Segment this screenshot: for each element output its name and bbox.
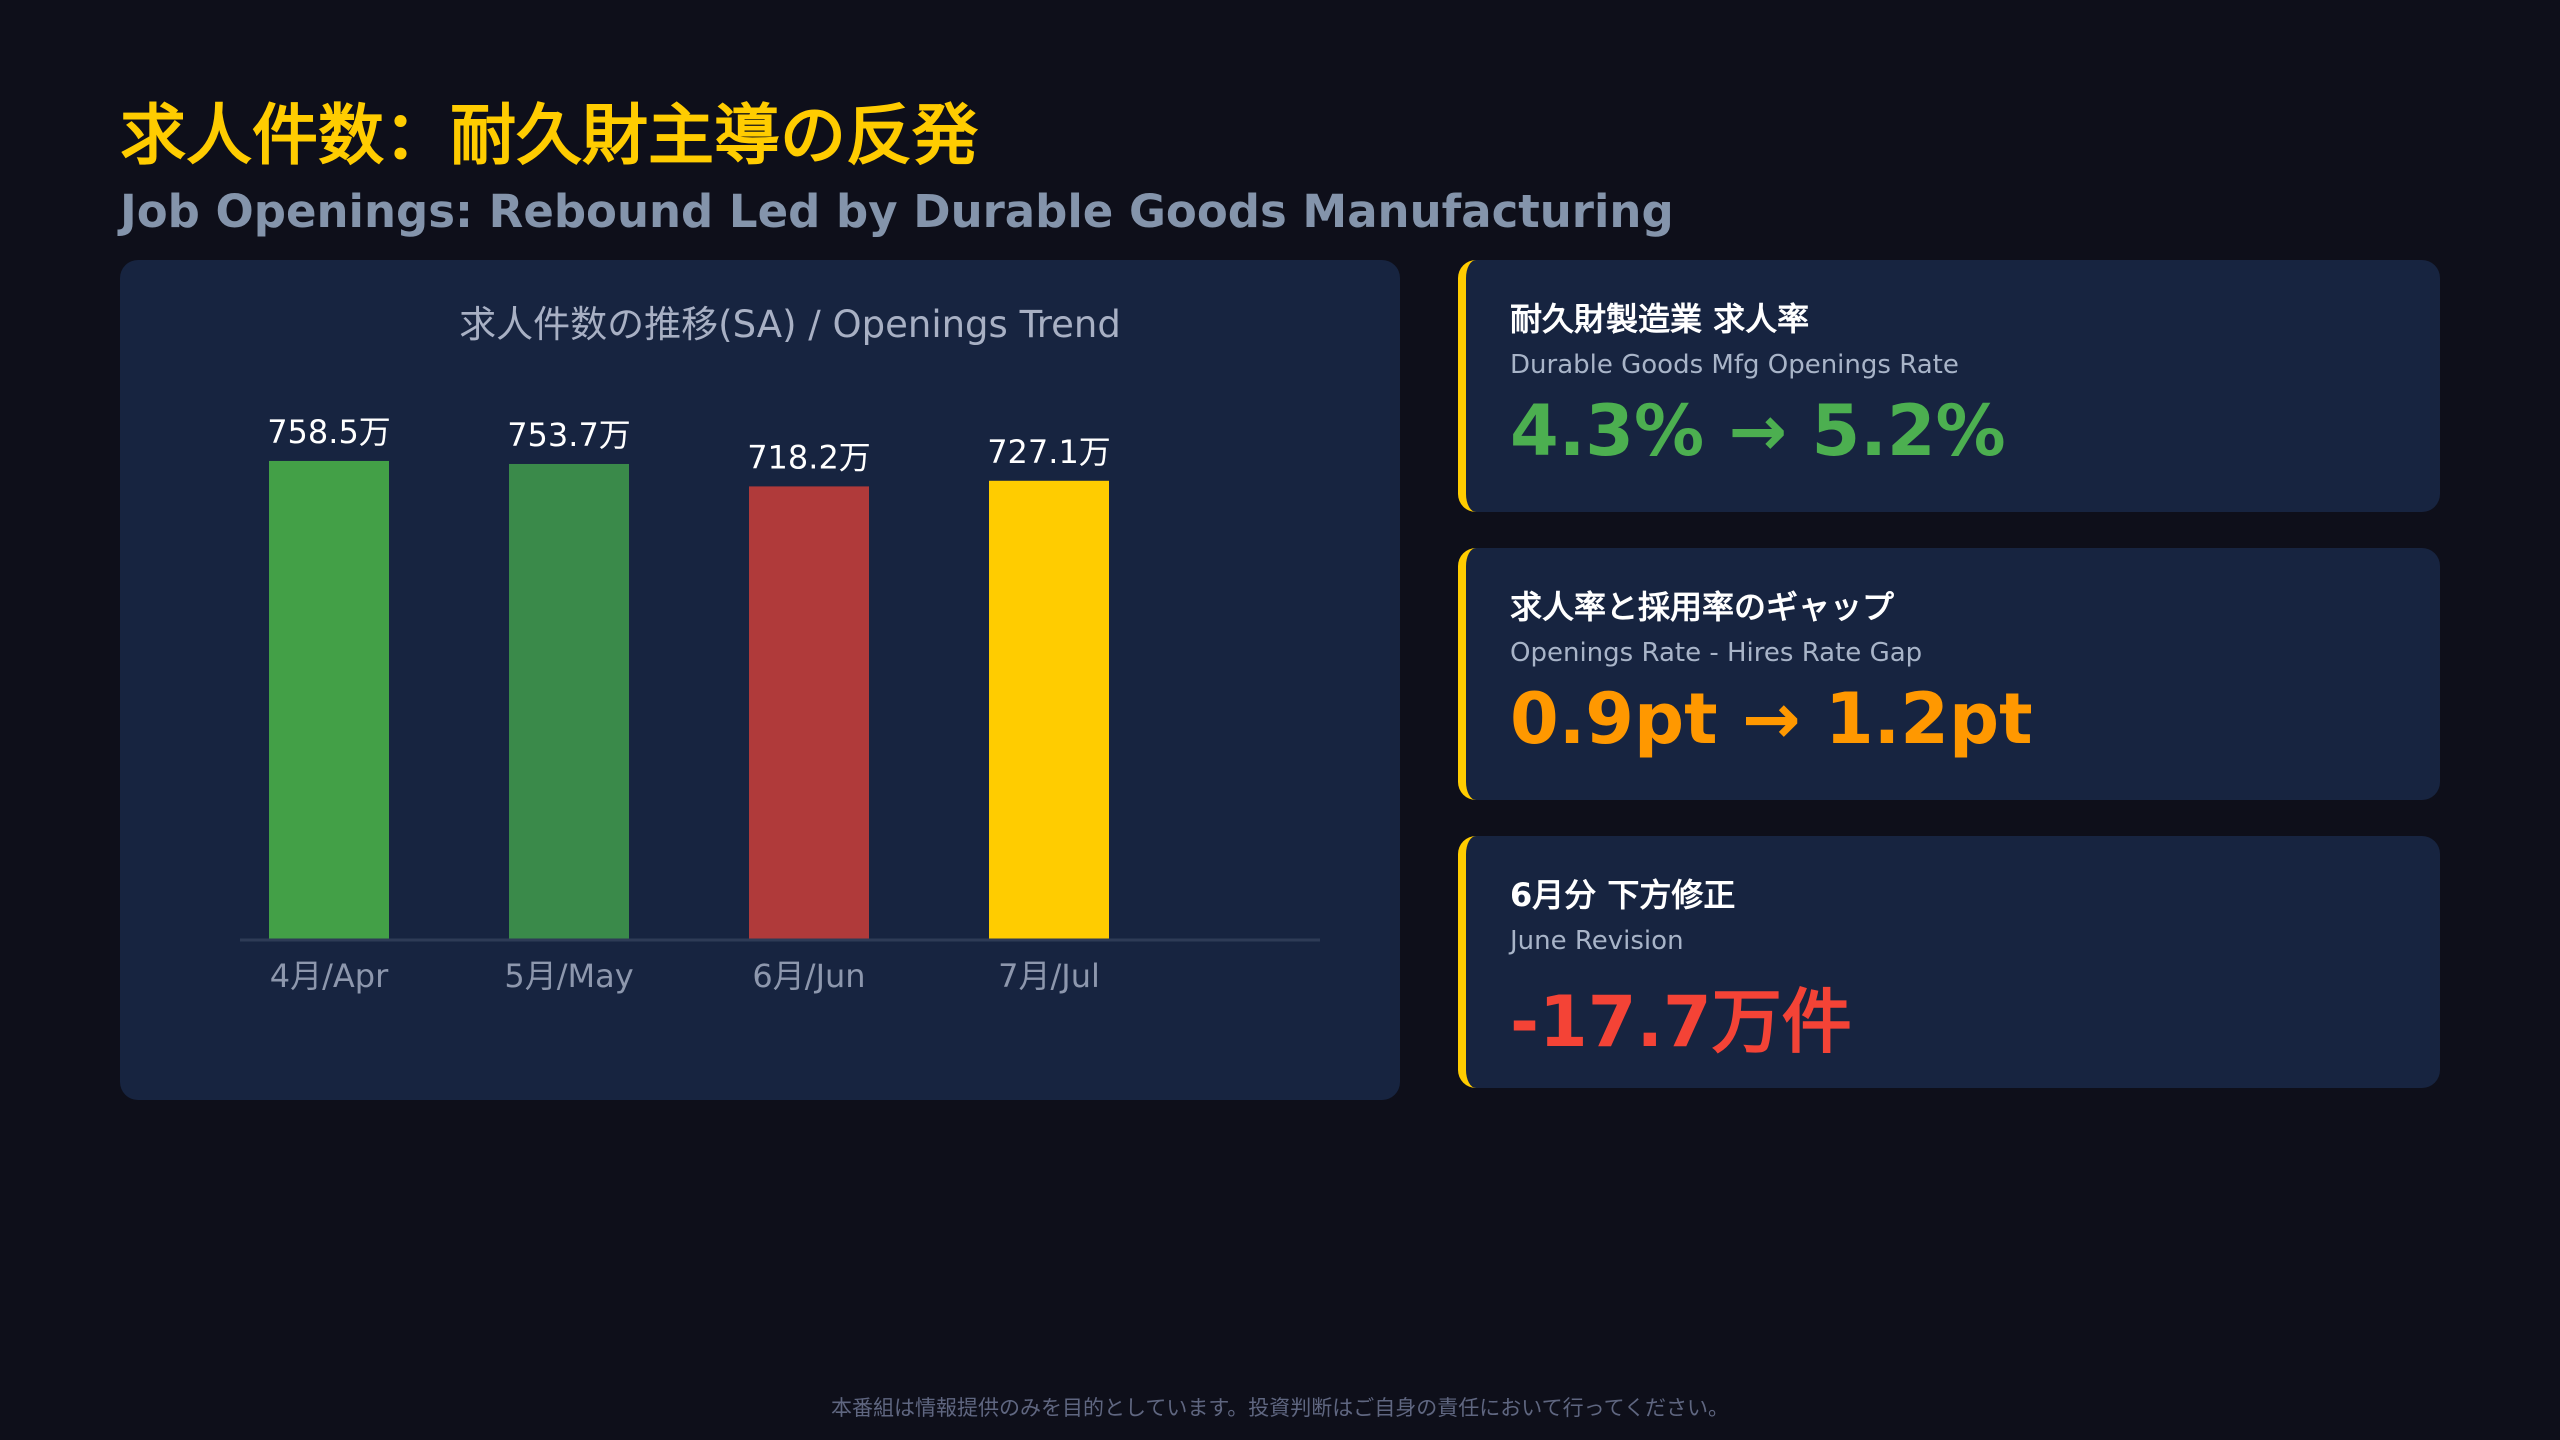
- disclaimer: 本番組は情報提供のみを目的としています。投資判断はご自身の責任において行ってくだ…: [831, 1396, 1729, 1420]
- bar-0: [269, 460, 389, 940]
- card-subtitle: Openings Rate - Hires Rate Gap: [1510, 638, 1923, 668]
- bar-2: [749, 486, 869, 940]
- x-tick-label-3: 7月/Jul: [998, 957, 1100, 995]
- card-june-revision: 6月分 下方修正 June Revision -17.7万件: [1458, 836, 2440, 1088]
- x-tick-label-2: 6月/Jun: [752, 957, 865, 995]
- bar-1: [509, 463, 629, 940]
- x-tick-label-0: 4月/Apr: [270, 957, 389, 995]
- card-openings-hires-gap: 求人率と採用率のギャップ Openings Rate - Hires Rate …: [1458, 548, 2440, 800]
- card-subtitle: Durable Goods Mfg Openings Rate: [1510, 350, 1959, 380]
- bar-group: 758.5万 4月/Apr 753.7万 5月/May 718.2万 6月/Jun 727.…: [267, 413, 1111, 995]
- x-tick-label-1: 5月/May: [504, 957, 633, 995]
- card-title: 求人率と採用率のギャップ: [1510, 588, 1895, 626]
- bar-value-label-1: 753.7万: [507, 416, 631, 454]
- page-subtitle: Job Openings: Rebound Led by Durable Goo…: [120, 185, 1674, 238]
- card-durable-openings-rate: 耐久財製造業 求人率 Durable Goods Mfg Openings Ra…: [1458, 260, 2440, 512]
- bar-3: [989, 480, 1109, 940]
- card-subtitle: June Revision: [1510, 926, 1684, 956]
- page-title: 求人件数：耐久財主導の反発: [120, 97, 978, 174]
- card-value: -17.7万件: [1510, 981, 1852, 1063]
- chart-panel: 求人件数の推移(SA) / Openings Trend 758.5万 4月/Ap…: [120, 260, 1400, 1100]
- card-title: 6月分 下方修正: [1510, 876, 1736, 914]
- card-value: 0.9pt → 1.2pt: [1510, 678, 2033, 760]
- bar-value-label-0: 758.5万: [267, 413, 391, 451]
- openings-bar-chart: 求人件数の推移(SA) / Openings Trend 758.5万 4月/Ap…: [240, 303, 1320, 995]
- chart-title: 求人件数の推移(SA) / Openings Trend: [459, 303, 1121, 346]
- bar-value-label-2: 718.2万: [747, 438, 871, 476]
- bar-value-label-3: 727.1万: [987, 433, 1111, 471]
- card-title: 耐久財製造業 求人率: [1510, 300, 1810, 338]
- card-value: 4.3% → 5.2%: [1510, 390, 2006, 472]
